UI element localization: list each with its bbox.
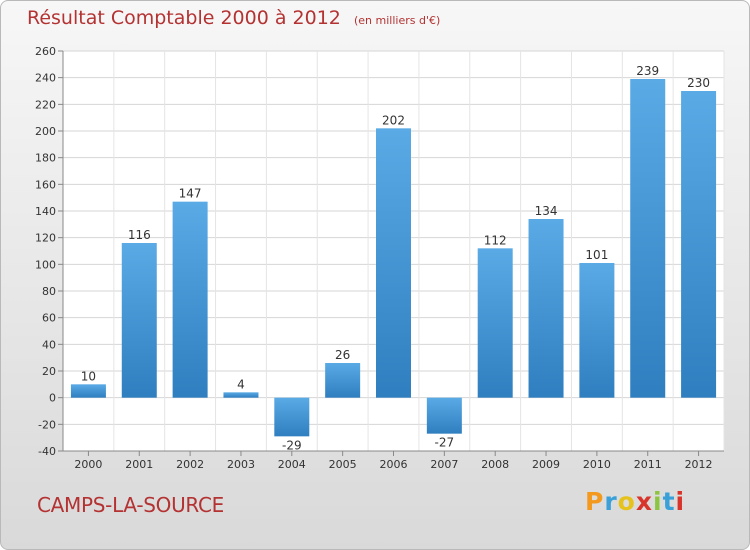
- x-tick-label: 2003: [227, 458, 255, 471]
- value-label: 101: [585, 248, 608, 262]
- value-label: 10: [81, 369, 96, 383]
- value-label: -27: [435, 436, 455, 450]
- x-tick-label: 2004: [278, 458, 306, 471]
- y-tick-label: 200: [35, 125, 56, 138]
- bars: [70, 79, 717, 437]
- y-tick-label: 240: [35, 72, 56, 85]
- x-tick-label: 2005: [329, 458, 357, 471]
- y-tick-label: 100: [35, 258, 56, 271]
- value-label: 147: [179, 187, 202, 201]
- logo-letter: o: [617, 487, 636, 516]
- x-tick-label: 2000: [74, 458, 102, 471]
- bar-2011: [630, 79, 666, 398]
- x-tick-label: 2007: [430, 458, 458, 471]
- y-tick-label: 20: [42, 365, 56, 378]
- bar-2001: [121, 243, 157, 398]
- value-label: 230: [687, 76, 710, 90]
- x-tick-label: 2006: [380, 458, 408, 471]
- x-tick-label: 2010: [583, 458, 611, 471]
- chart-subtitle: (en milliers d'€): [353, 14, 441, 27]
- y-tick-label: 60: [42, 312, 56, 325]
- logo-letter: P: [585, 487, 605, 516]
- bar-2002: [172, 201, 208, 398]
- chart-title: Résultat Comptable 2000 à 2012: [27, 7, 341, 29]
- value-label: 112: [484, 233, 507, 247]
- bar-2005: [325, 363, 361, 398]
- x-tick-label: 2002: [176, 458, 204, 471]
- y-tick-label: 80: [42, 285, 56, 298]
- y-tick-label: 0: [49, 392, 56, 405]
- value-label: 239: [636, 64, 659, 78]
- y-tick-label: -40: [38, 445, 56, 458]
- y-tick-label: 260: [35, 45, 56, 58]
- bar-2006: [376, 128, 411, 398]
- y-tick-label: 160: [35, 178, 56, 191]
- chart-title-row: Résultat Comptable 2000 à 2012 (en milli…: [27, 7, 440, 29]
- value-label: 202: [382, 113, 405, 127]
- logo-letter: t: [662, 487, 676, 516]
- y-tick-label: 140: [35, 205, 56, 218]
- commune-name: CAMPS-LA-SOURCE: [37, 493, 225, 517]
- logo-letter: r: [604, 487, 618, 516]
- y-tick-label: 180: [35, 152, 56, 165]
- value-label: 26: [335, 348, 350, 362]
- logo-letter: i: [653, 487, 663, 516]
- x-tick-label: 2008: [481, 458, 509, 471]
- value-labels: 10 116 147 4 -29 26 202 -27 112 134 101 239 230: [81, 64, 710, 452]
- value-label: -29: [282, 438, 302, 452]
- value-label: 134: [535, 204, 558, 218]
- value-label: 4: [237, 377, 245, 391]
- x-tick-label: 2012: [685, 458, 713, 471]
- axes: -40 -20 0 20 40 60 80 100 120 140 160 180 200 220 240 2…: [35, 45, 724, 471]
- y-tick-label: 40: [42, 338, 56, 351]
- bar-2010: [579, 263, 615, 398]
- logo-letter: x: [635, 487, 653, 516]
- y-tick-label: 120: [35, 232, 56, 245]
- x-tick-label: 2011: [634, 458, 662, 471]
- x-tick-label: 2009: [532, 458, 560, 471]
- bar-2009: [528, 219, 564, 398]
- y-tick-label: 220: [35, 98, 56, 111]
- logo-letter: i: [675, 487, 686, 516]
- x-tick-label: 2001: [125, 458, 153, 471]
- bar-2004: [274, 397, 310, 437]
- bar-2012: [681, 91, 717, 398]
- y-tick-label: -20: [38, 418, 56, 431]
- bar-2007: [426, 397, 462, 434]
- value-label: 116: [128, 228, 151, 242]
- proxiti-logo: Proxiti: [585, 487, 685, 516]
- bar-2003: [223, 392, 259, 398]
- bar-2000: [70, 384, 106, 398]
- bar-2008: [477, 248, 513, 398]
